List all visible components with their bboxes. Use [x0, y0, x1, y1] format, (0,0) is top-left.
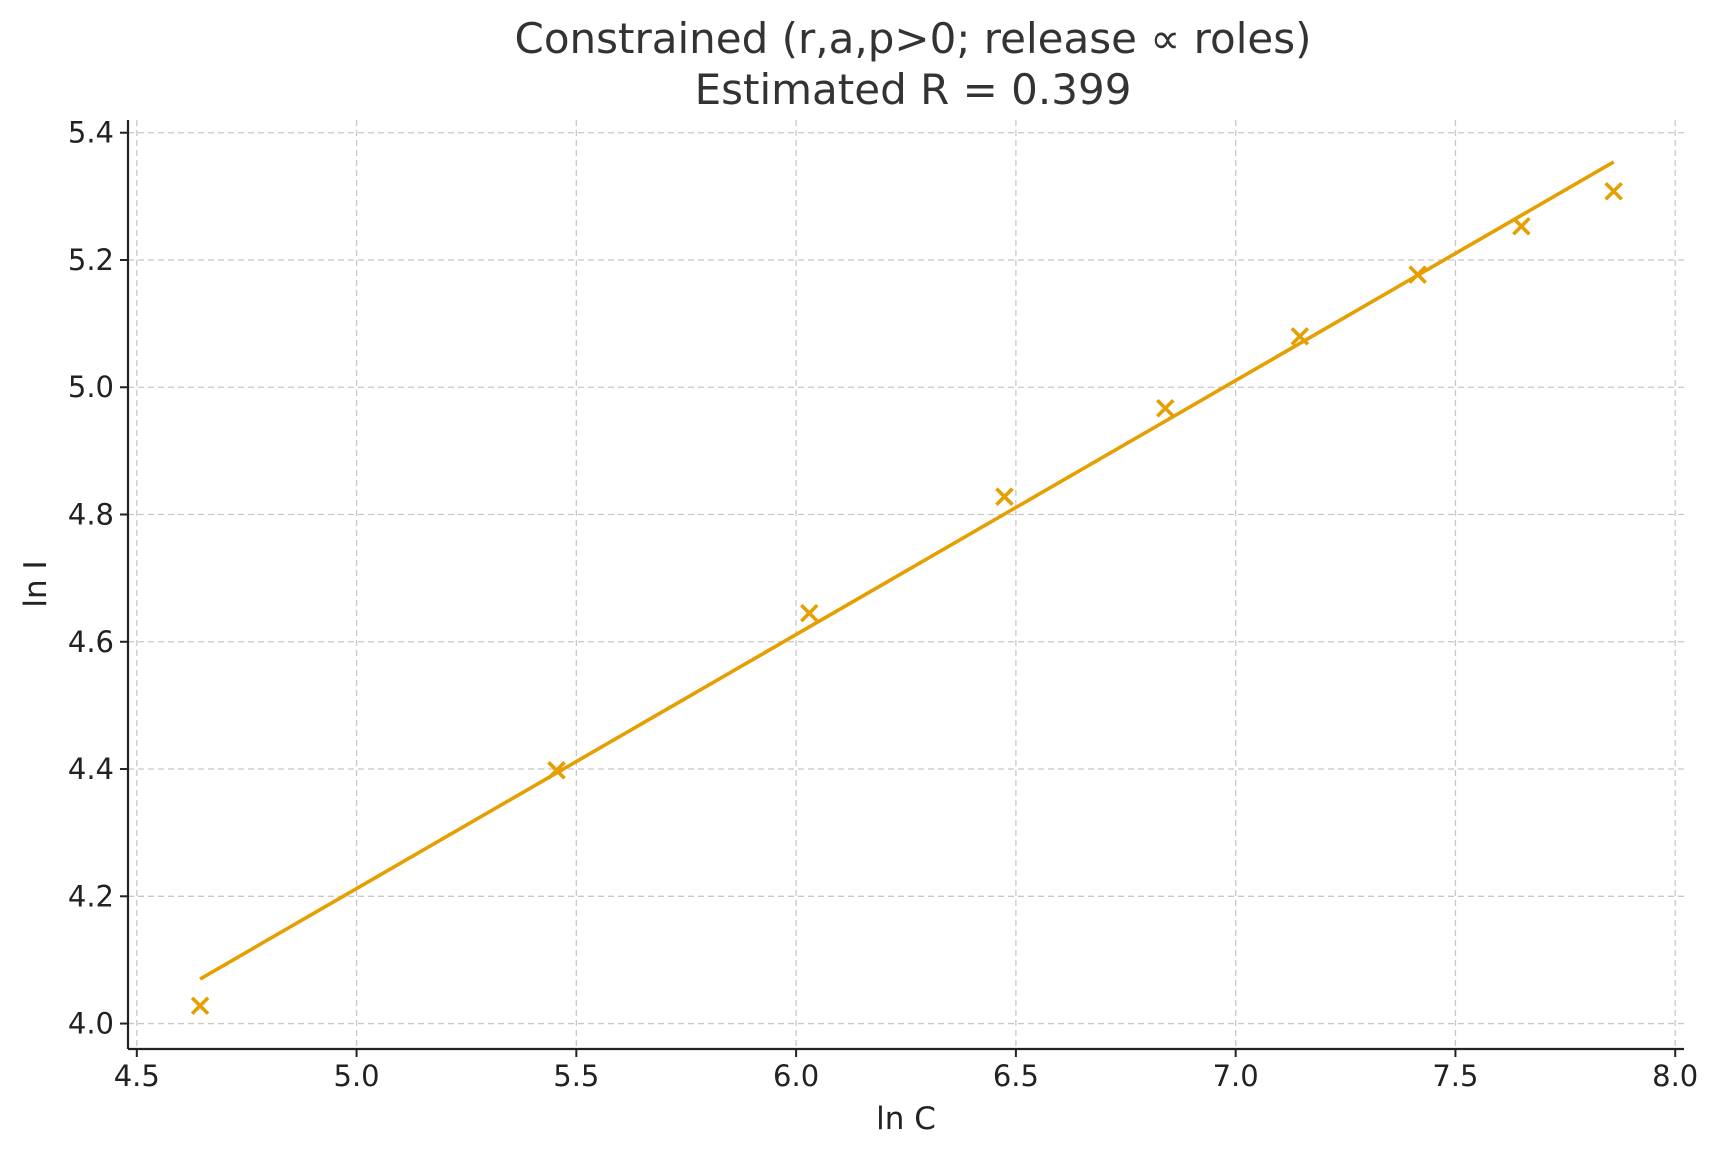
y-tick-label: 5.4: [68, 116, 114, 150]
chart-title-line1: Constrained (r,a,p>0; release ∝ roles): [515, 14, 1312, 63]
y-tick-label: 5.0: [68, 370, 114, 404]
grid: [128, 120, 1684, 1049]
fit-line: [199, 160, 1615, 981]
y-tick-label: 5.2: [68, 243, 114, 277]
data-point-marker: [800, 603, 819, 623]
data-point-marker: [995, 487, 1014, 506]
data-point-marker: [1604, 181, 1623, 201]
y-tick-label: 4.6: [68, 625, 114, 659]
data-point-marker: [1156, 398, 1175, 418]
data-point-marker: [190, 996, 210, 1016]
axes: [126, 120, 1684, 1051]
x-axis-label: ln C: [876, 1101, 936, 1137]
data-point-marker: [1512, 216, 1531, 236]
x-tick-label: 5.5: [553, 1059, 599, 1093]
x-tick-label: 7.5: [1432, 1059, 1478, 1093]
x-tick-label: 6.0: [773, 1059, 819, 1093]
y-tick-label: 4.2: [68, 879, 114, 913]
plot-area: [190, 160, 1623, 1016]
y-tick-label: 4.8: [68, 498, 114, 532]
y-tick-label: 4.0: [68, 1007, 114, 1041]
y-axis-label: ln I: [18, 560, 54, 607]
y-tick-label: 4.4: [68, 752, 114, 786]
x-tick-label: 7.0: [1213, 1059, 1259, 1093]
x-tick-label: 4.5: [114, 1059, 160, 1093]
chart-title-line2: Estimated R = 0.399: [695, 65, 1132, 114]
x-tick-label: 6.5: [993, 1059, 1039, 1093]
ticks: 4.5 5.0 5.5 6.0 6.5 7.0 7.5 8.0 4.0 4.2 4.4 4.6 4.8 5…: [68, 116, 1698, 1093]
x-tick-label: 5.0: [334, 1059, 380, 1093]
x-tick-label: 8.0: [1652, 1059, 1698, 1093]
